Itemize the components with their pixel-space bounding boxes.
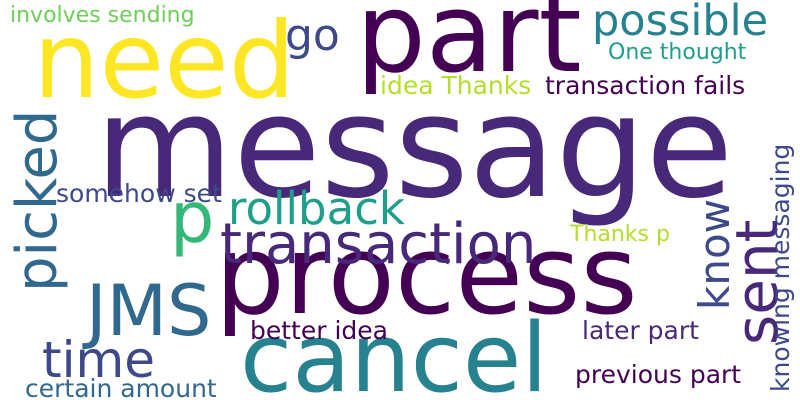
word: picked bbox=[5, 109, 70, 292]
word: know bbox=[690, 199, 739, 310]
word: part bbox=[356, 0, 582, 97]
word: rollback bbox=[228, 182, 405, 235]
word: knowing messaging bbox=[766, 143, 795, 392]
word: time bbox=[42, 331, 155, 389]
word: message bbox=[95, 65, 734, 230]
word: certain amount bbox=[25, 374, 217, 400]
word: cancel bbox=[240, 304, 548, 400]
word: One thought bbox=[608, 40, 747, 65]
word: possible bbox=[592, 0, 769, 46]
word: idea Thanks bbox=[380, 71, 532, 100]
word: transaction bbox=[220, 212, 537, 277]
word: previous part bbox=[575, 360, 742, 389]
word: transaction fails bbox=[545, 71, 746, 100]
word: process bbox=[215, 211, 638, 339]
word: somehow set bbox=[56, 179, 222, 208]
word: Thanks p bbox=[570, 222, 670, 247]
word: need bbox=[33, 0, 296, 122]
word: JMS bbox=[86, 270, 212, 352]
word: later part bbox=[582, 316, 699, 345]
word: go bbox=[285, 10, 340, 61]
word: p bbox=[170, 177, 215, 259]
word: better idea bbox=[250, 316, 388, 345]
word: involves sending bbox=[10, 3, 195, 28]
